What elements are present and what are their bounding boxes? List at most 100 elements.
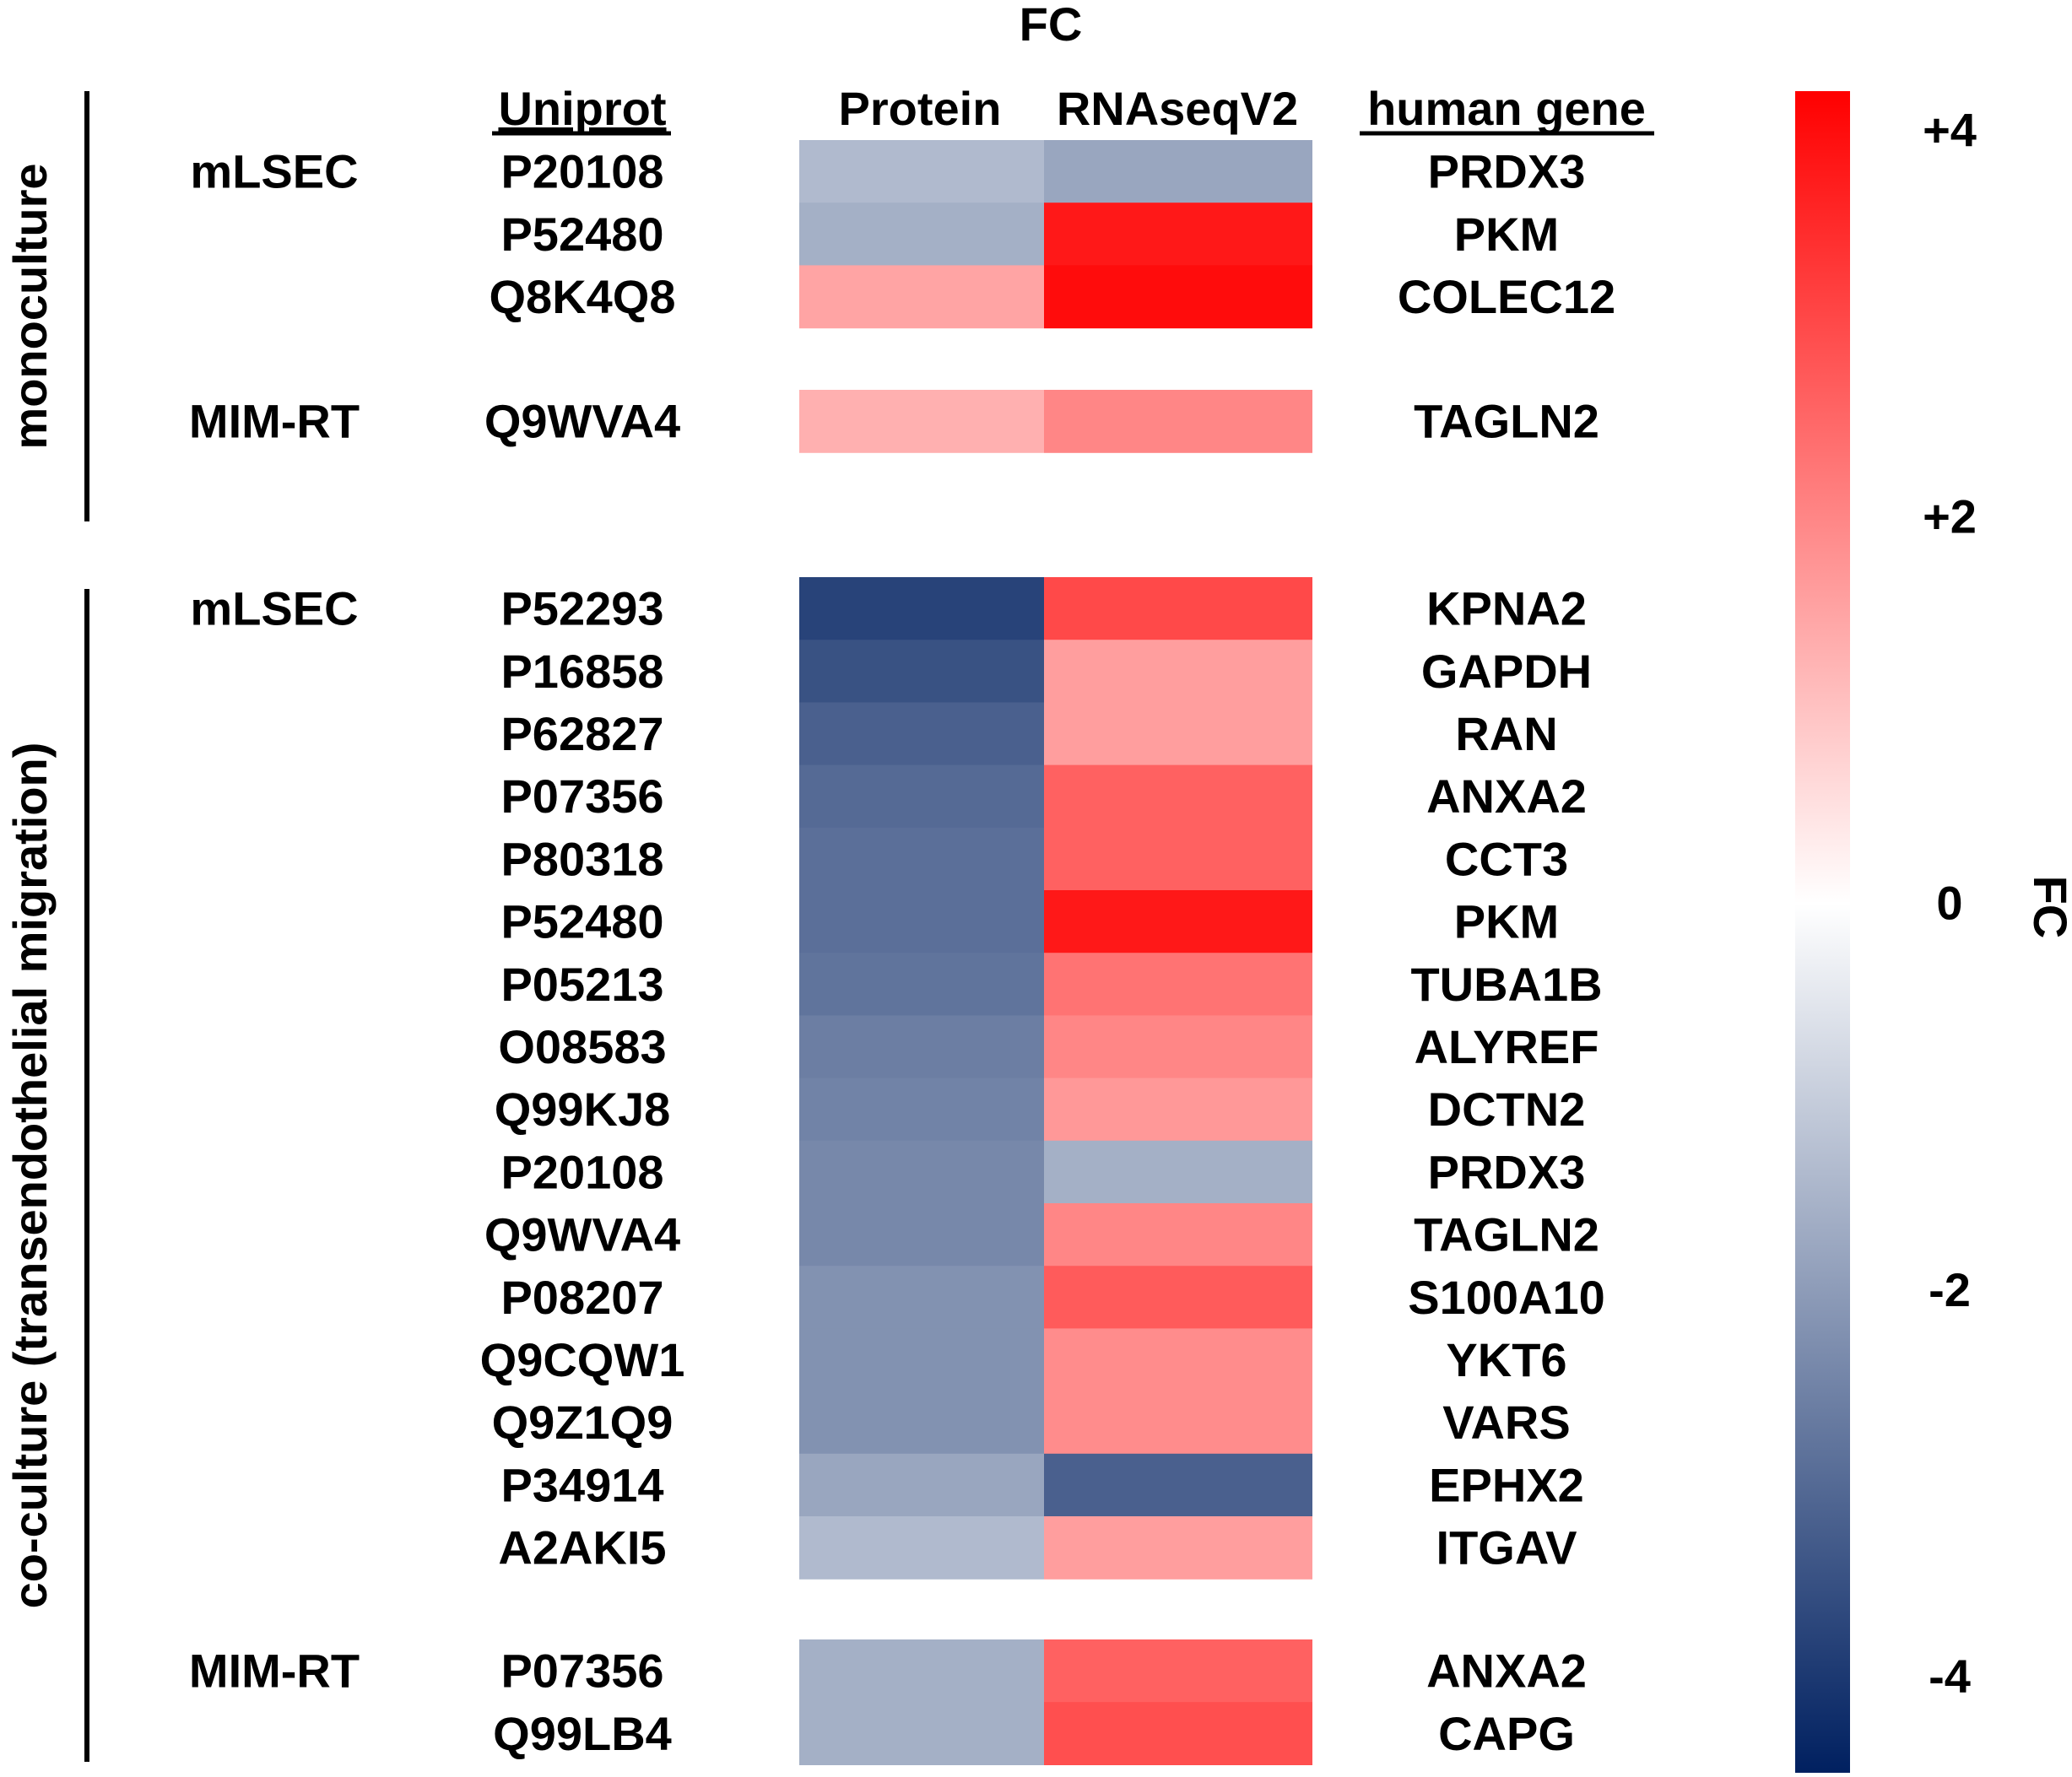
gene-label: DCTN2	[1428, 1083, 1586, 1136]
uniprot-label: P07356	[500, 1645, 663, 1698]
heatmap-cell-protein	[799, 827, 1044, 891]
heatmap-cell-rnaseq	[1044, 1391, 1312, 1455]
uniprot-label: P16858	[500, 645, 663, 698]
heatmap-cell-rnaseq	[1044, 1328, 1312, 1392]
uniprot-label: A2AKI5	[498, 1521, 666, 1574]
gene-label: VARS	[1442, 1396, 1570, 1449]
heatmap-cell-protein	[799, 1328, 1044, 1392]
colorbar-tick-label: +2	[1923, 489, 1977, 543]
colorbar-tick-label: 0	[1936, 877, 1962, 930]
heatmap-cell-protein	[799, 577, 1044, 640]
heatmap-cell-protein	[799, 203, 1044, 266]
column-header-rnaseq: RNAseqV2	[1057, 82, 1298, 135]
gene-label: ANXA2	[1426, 1645, 1587, 1698]
gene-label: TAGLN2	[1414, 1208, 1599, 1261]
heatmap-cell-protein	[799, 764, 1044, 829]
uniprot-label: Q9WVA4	[484, 1208, 680, 1261]
uniprot-label: P62827	[500, 707, 663, 760]
heatmap-cell-rnaseq	[1044, 1140, 1312, 1204]
heatmap-cell-protein	[799, 1078, 1044, 1142]
heatmap-cell-rnaseq	[1044, 265, 1312, 329]
heatmap-cell-rnaseq	[1044, 953, 1312, 1016]
uniprot-label: Q9CQW1	[480, 1333, 685, 1386]
heatmap-cell-protein	[799, 640, 1044, 703]
heatmap-cell-protein	[799, 1516, 1044, 1580]
gene-label: GAPDH	[1421, 645, 1592, 698]
heatmap-cell-rnaseq	[1044, 1639, 1312, 1703]
gene-label: ANXA2	[1426, 770, 1587, 823]
heatmap-cell-rnaseq	[1044, 702, 1312, 766]
column-header-protein: Protein	[839, 82, 1002, 135]
gene-label: PRDX3	[1428, 145, 1586, 198]
gene-label: TAGLN2	[1414, 395, 1599, 448]
heatmap-cell-protein	[799, 953, 1044, 1016]
uniprot-label: P52293	[500, 582, 663, 635]
gene-label: PKM	[1454, 895, 1559, 948]
uniprot-label: Q9WVA4	[484, 395, 680, 448]
subgroup-label: mLSEC	[190, 145, 358, 198]
heatmap-cell-protein	[799, 1015, 1044, 1079]
heatmap-cell-protein	[799, 1702, 1044, 1765]
heatmap-cell-protein	[799, 1266, 1044, 1329]
chart-title: FC	[1020, 0, 1083, 51]
gene-label: S100A10	[1408, 1271, 1605, 1324]
heatmap-cell-protein	[799, 1203, 1044, 1267]
uniprot-label: P20108	[500, 1145, 663, 1198]
heatmap-cell-rnaseq	[1044, 1266, 1312, 1329]
heatmap-cell-rnaseq	[1044, 1516, 1312, 1580]
uniprot-label: Q99LB4	[493, 1707, 672, 1760]
uniprot-label: P52480	[500, 208, 663, 261]
heatmap-cell-protein	[799, 890, 1044, 953]
uniprot-label: P34914	[500, 1458, 663, 1511]
uniprot-label: P05213	[500, 958, 663, 1011]
gene-label: ITGAV	[1436, 1521, 1577, 1574]
heatmap-cell-rnaseq	[1044, 577, 1312, 640]
uniprot-label: Q8K4Q8	[490, 270, 676, 323]
heatmap-cell-protein	[799, 1639, 1044, 1703]
group-label-coculture: co-culture (transendothelial migration)	[3, 743, 57, 1609]
colorbar-tick-label: +4	[1923, 103, 1977, 156]
gene-label: KPNA2	[1426, 582, 1587, 635]
gene-label: YKT6	[1446, 1333, 1566, 1386]
uniprot-label: Q9Z1Q9	[492, 1396, 674, 1449]
heatmap-cell-rnaseq	[1044, 1203, 1312, 1267]
gene-label: ALYREF	[1415, 1020, 1599, 1073]
heatmap-cell-protein	[799, 702, 1044, 766]
subgroup-label: mLSEC	[190, 582, 358, 635]
uniprot-label: P20108	[500, 145, 663, 198]
group-labels: monoculture co-culture (transendothelial…	[3, 91, 89, 1762]
heatmap-cell-protein	[799, 140, 1044, 203]
heatmap-cell-rnaseq	[1044, 1453, 1312, 1517]
gene-label: EPHX2	[1429, 1458, 1584, 1511]
heatmap-cell-rnaseq	[1044, 203, 1312, 266]
heatmap-cell-protein	[799, 390, 1044, 453]
colorbar-ticks: +4 +2 0 -2 -4	[1923, 103, 1977, 1703]
heatmap-cell-rnaseq	[1044, 1702, 1312, 1765]
heatmap-cell-rnaseq	[1044, 140, 1312, 203]
colorbar	[1795, 91, 1850, 1773]
heatmap-cell-protein	[799, 265, 1044, 329]
heatmap-cell-protein	[799, 1391, 1044, 1455]
subgroup-label: MIM-RT	[189, 395, 360, 448]
group-label-monoculture: monoculture	[3, 163, 57, 449]
gene-label: TUBA1B	[1410, 958, 1602, 1011]
heatmap-cell-rnaseq	[1044, 1078, 1312, 1142]
gene-label: CCT3	[1445, 832, 1568, 885]
uniprot-label: P08207	[500, 1271, 663, 1324]
heatmap-cell-protein	[799, 1140, 1044, 1204]
heatmap-rows: P20108 PRDX3 mLSEC P52480 PKM Q8K4Q8 COLEC12 Q9…	[189, 140, 1615, 1765]
heatmap-cell-rnaseq	[1044, 827, 1312, 891]
column-header-gene: human gene	[1367, 82, 1646, 135]
gene-label: COLEC12	[1398, 270, 1615, 323]
heatmap-cell-protein	[799, 1453, 1044, 1517]
colorbar-label: FC	[2024, 876, 2072, 939]
uniprot-label: P52480	[500, 895, 663, 948]
gene-label: PKM	[1454, 208, 1559, 261]
gene-label: CAPG	[1438, 1707, 1575, 1760]
uniprot-label: P80318	[500, 832, 663, 885]
heatmap-cell-rnaseq	[1044, 640, 1312, 703]
gene-label: RAN	[1455, 707, 1557, 760]
uniprot-label: O08583	[498, 1020, 666, 1073]
gene-label: PRDX3	[1428, 1145, 1586, 1198]
